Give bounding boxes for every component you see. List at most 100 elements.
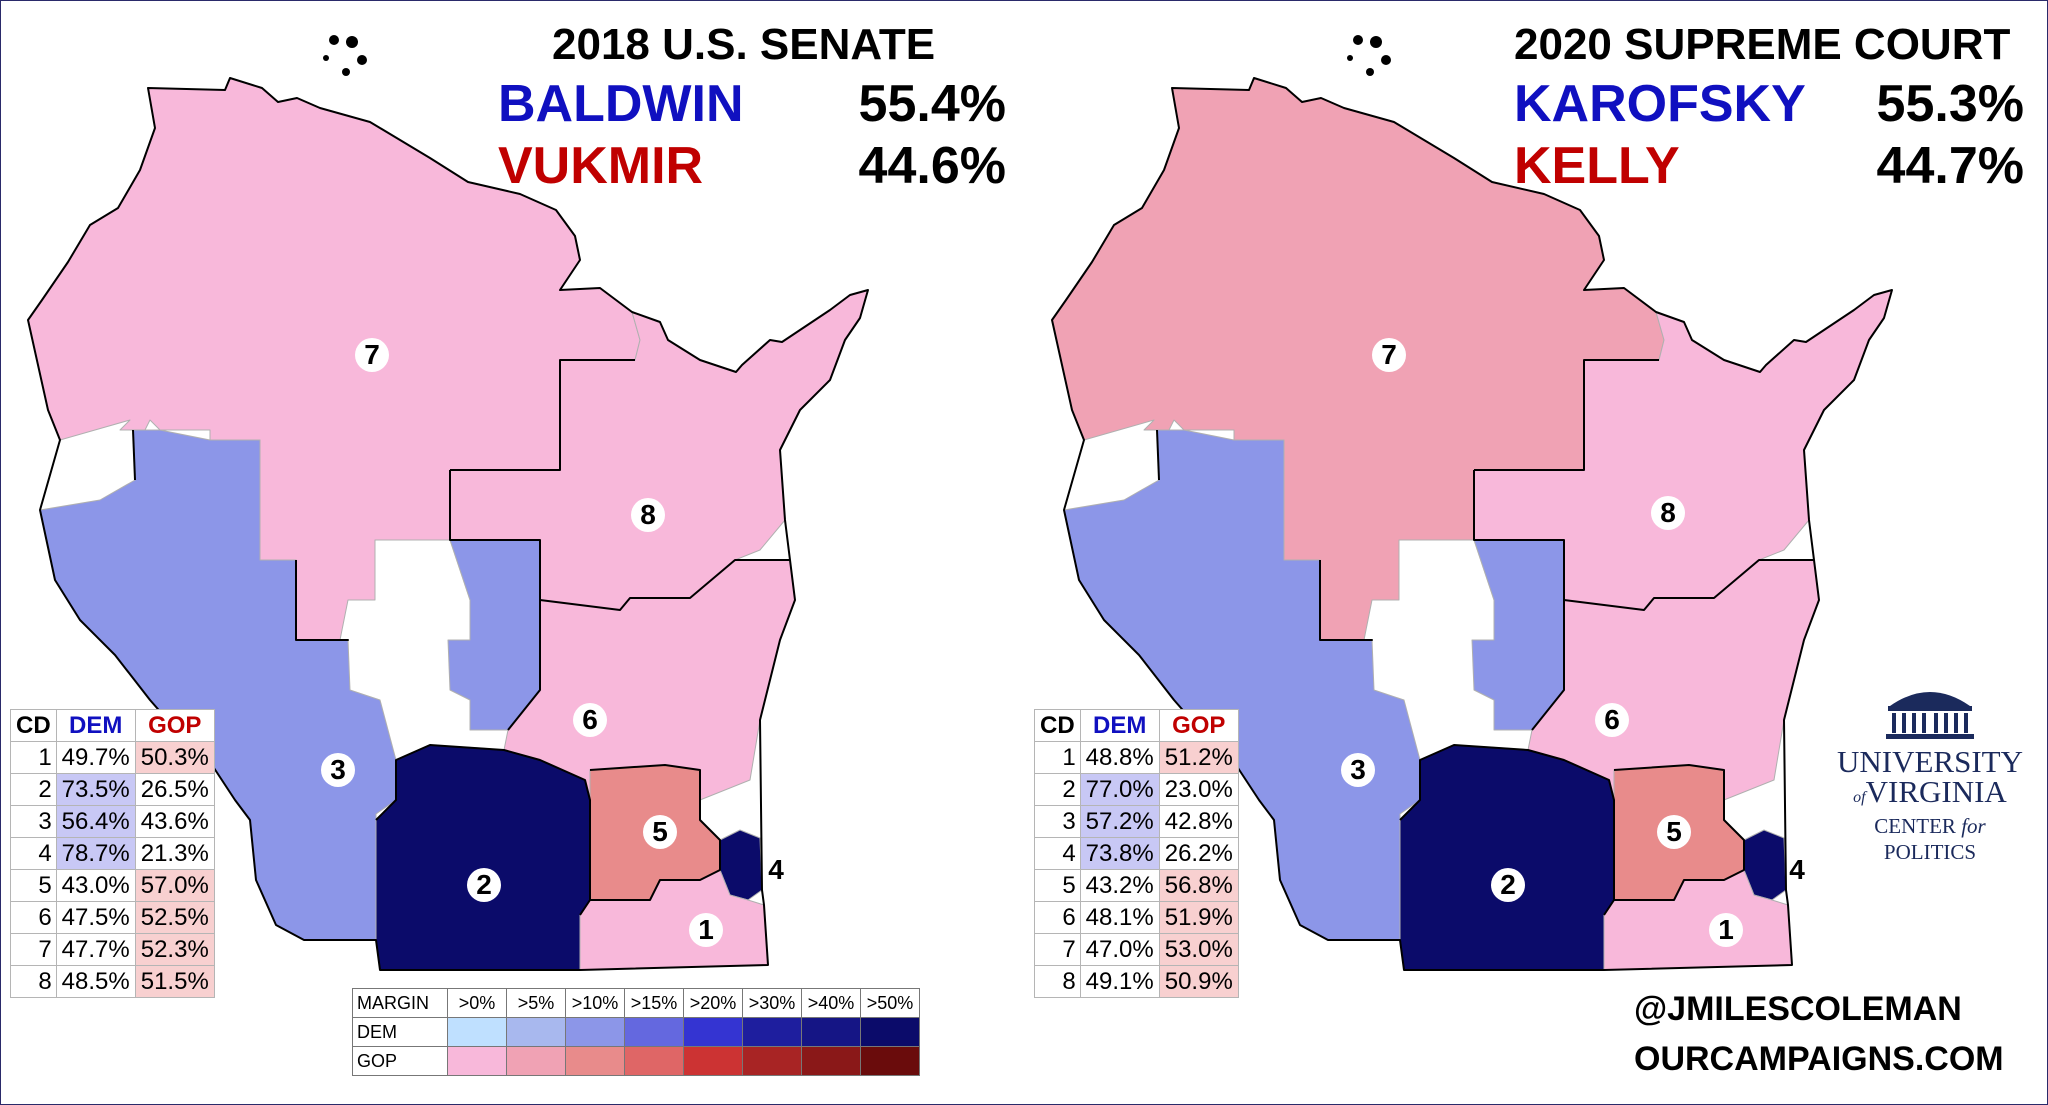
logo-virginia: VIRGINIA: [1865, 774, 2007, 809]
legend-bin-label: >20%: [683, 988, 743, 1018]
dem-cell: 47.5%: [55, 901, 136, 934]
district-3-extension-shape: [447, 539, 541, 731]
supreme-court-2020-district-map: [1051, 35, 1893, 971]
dem-candidate-name: BALDWIN: [498, 75, 744, 133]
gop-cell: 51.5%: [134, 965, 215, 998]
dem-candidate-pct: 55.3%: [1876, 75, 2024, 133]
dem-cell: 73.5%: [55, 773, 136, 806]
legend-dem-label: DEM: [352, 1017, 448, 1047]
legend-bin-label: >10%: [565, 988, 625, 1018]
table-row: 7 47.7% 52.3%: [10, 933, 215, 966]
cd-cell: 4: [10, 837, 57, 870]
district-3-extension-shape: [1471, 539, 1565, 731]
senate-2018-district-map: [27, 35, 869, 971]
dem-cell: 48.1%: [1079, 901, 1160, 934]
logo-politics: POLITICS: [1883, 840, 1977, 864]
header-cd: CD: [1034, 709, 1081, 742]
gop-cell: 23.0%: [1158, 773, 1239, 806]
legend-swatch: [447, 1017, 507, 1047]
race-title: 2018 U.S. SENATE: [552, 20, 936, 69]
cd-cell: 7: [1034, 933, 1081, 966]
legend-swatch: [683, 1046, 743, 1076]
district-label-8: 8: [1651, 496, 1685, 530]
legend-gop-label: GOP: [352, 1046, 448, 1076]
table-row: 5 43.2% 56.8%: [1034, 869, 1239, 902]
dem-cell: 48.8%: [1079, 741, 1160, 774]
logo-for: for: [1961, 814, 1986, 838]
district-results-table: CD DEM GOP 1 49.7% 50.3% 2 73.5% 26.5% 3 56.4…: [10, 709, 215, 998]
district-label-7: 7: [355, 338, 389, 372]
cd-cell: 6: [10, 901, 57, 934]
legend-swatch: [801, 1017, 861, 1047]
dem-cell: 56.4%: [55, 805, 136, 838]
district-2-shape: [375, 744, 591, 971]
gop-cell: 26.5%: [134, 773, 215, 806]
logo-center: CENTER: [1874, 814, 1956, 838]
legend-swatch: [447, 1046, 507, 1076]
dem-cell: 49.7%: [55, 741, 136, 774]
legend-swatch: [742, 1046, 802, 1076]
district-label-2: 2: [1491, 868, 1525, 902]
cd-cell: 1: [10, 741, 57, 774]
legend-bin-label: >0%: [447, 988, 507, 1018]
dem-cell: 78.7%: [55, 837, 136, 870]
gop-cell: 51.9%: [1158, 901, 1239, 934]
gop-candidate-pct: 44.6%: [858, 137, 1006, 195]
cd-cell: 3: [10, 805, 57, 838]
district-label-1: 1: [1709, 913, 1743, 947]
cd-cell: 2: [10, 773, 57, 806]
gop-cell: 53.0%: [1158, 933, 1239, 966]
cd-cell: 5: [10, 869, 57, 902]
legend-header-row: MARGIN >0% >5% >10% >15% >20% >30% >40% …: [352, 988, 920, 1018]
district-2-shape: [1399, 744, 1615, 971]
state-outline: [1051, 77, 1893, 971]
gop-cell: 26.2%: [1158, 837, 1239, 870]
logo-of: of: [1853, 789, 1866, 806]
header-cd: CD: [10, 709, 57, 742]
table-row: 2 73.5% 26.5%: [10, 773, 215, 806]
dem-cell: 77.0%: [1079, 773, 1160, 806]
dem-cell: 49.1%: [1079, 965, 1160, 998]
district-label-4: 4: [1789, 854, 1805, 885]
table-row: 5 43.0% 57.0%: [10, 869, 215, 902]
twitter-credit: @JMILESCOLEMAN: [1634, 990, 1962, 1028]
cd-cell: 6: [1034, 901, 1081, 934]
gop-cell: 57.0%: [134, 869, 215, 902]
legend-swatch: [624, 1017, 684, 1047]
district-label-6: 6: [573, 703, 607, 737]
gop-cell: 50.3%: [134, 741, 215, 774]
gop-cell: 51.2%: [1158, 741, 1239, 774]
legend-bin-label: >30%: [742, 988, 802, 1018]
gop-cell: 21.3%: [134, 837, 215, 870]
table-row: 3 57.2% 42.8%: [1034, 805, 1239, 838]
legend-swatch: [565, 1046, 625, 1076]
legend-swatch: [860, 1017, 920, 1047]
district-label-7: 7: [1372, 338, 1406, 372]
table-row: 4 73.8% 26.2%: [1034, 837, 1239, 870]
uva-center-for-politics-logo: UNIVERSITY ofVIRGINIA CENTER for POLITIC…: [1830, 678, 2030, 865]
dem-cell: 48.5%: [55, 965, 136, 998]
table-row: 6 48.1% 51.9%: [1034, 901, 1239, 934]
dem-cell: 73.8%: [1079, 837, 1160, 870]
cd-cell: 2: [1034, 773, 1081, 806]
dem-cell: 43.0%: [55, 869, 136, 902]
margin-legend: MARGIN >0% >5% >10% >15% >20% >30% >40% …: [352, 988, 920, 1076]
supreme-court-2020-map-panel: 7 8 3 6 5 2 4 1 2020 SUPREME COURT KAROF…: [1024, 0, 2048, 1105]
gop-cell: 43.6%: [134, 805, 215, 838]
cd-cell: 7: [10, 933, 57, 966]
gop-cell: 52.5%: [134, 901, 215, 934]
gop-candidate-name: KELLY: [1514, 137, 1680, 195]
table-row: 8 49.1% 50.9%: [1034, 965, 1239, 998]
gop-cell: 50.9%: [1158, 965, 1239, 998]
legend-dem-row: DEM: [352, 1017, 920, 1047]
senate-2018-map-panel: 7 8 3 6 5 2 4 1 2018 U.S. SENATE BALDWIN…: [10, 20, 1006, 998]
district-label-4: 4: [768, 854, 784, 885]
gop-cell: 52.3%: [134, 933, 215, 966]
legend-bin-label: >40%: [801, 988, 861, 1018]
district-label-5: 5: [643, 815, 677, 849]
table-row: 1 48.8% 51.2%: [1034, 741, 1239, 774]
cd-cell: 4: [1034, 837, 1081, 870]
legend-swatch: [742, 1017, 802, 1047]
dem-candidate-name: KAROFSKY: [1514, 75, 1806, 133]
dem-cell: 47.0%: [1079, 933, 1160, 966]
